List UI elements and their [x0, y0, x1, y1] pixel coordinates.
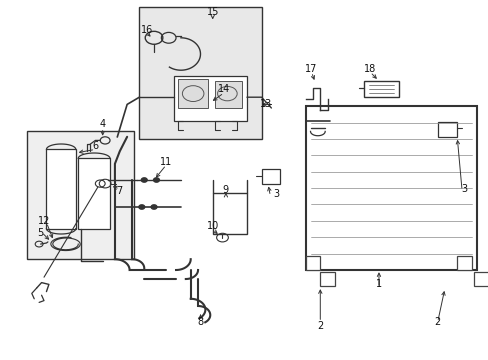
Text: 15: 15	[206, 6, 219, 17]
Bar	[320, 272, 334, 286]
Bar	[437, 122, 456, 137]
Text: 7: 7	[117, 186, 122, 196]
Bar	[173, 76, 246, 121]
Text: 13: 13	[260, 99, 272, 109]
Bar	[78, 158, 110, 229]
Bar	[261, 169, 280, 184]
Circle shape	[139, 205, 144, 209]
Text: 16: 16	[140, 24, 153, 35]
Text: 5: 5	[38, 228, 43, 238]
Bar	[46, 149, 76, 229]
Text: 4: 4	[100, 119, 105, 129]
Text: 9: 9	[223, 185, 228, 195]
Text: 1: 1	[375, 279, 381, 289]
Bar	[178, 79, 207, 108]
Circle shape	[153, 178, 159, 182]
Bar	[473, 272, 488, 286]
Circle shape	[141, 178, 147, 182]
Bar	[215, 81, 242, 108]
Text: 6: 6	[92, 141, 98, 151]
Text: 3: 3	[461, 184, 467, 194]
Bar	[27, 131, 134, 259]
Bar	[305, 256, 320, 270]
Bar	[139, 7, 261, 139]
Text: 3: 3	[273, 189, 279, 199]
Circle shape	[151, 205, 157, 209]
Text: 14: 14	[217, 84, 230, 94]
Bar	[305, 106, 476, 270]
Bar	[364, 81, 398, 97]
Text: 11: 11	[160, 157, 172, 167]
Text: 8: 8	[197, 317, 203, 327]
Bar	[456, 256, 471, 270]
Text: 10: 10	[206, 221, 219, 231]
Text: 2: 2	[434, 317, 440, 327]
Text: 12: 12	[38, 216, 50, 226]
Text: 2: 2	[317, 321, 323, 331]
Bar	[212, 193, 246, 234]
Text: 18: 18	[363, 64, 376, 74]
Text: 17: 17	[305, 64, 317, 74]
